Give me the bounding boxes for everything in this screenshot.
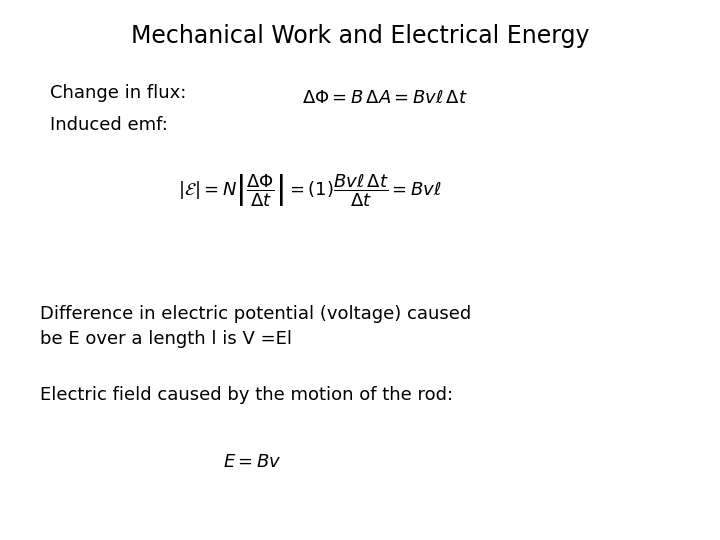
Text: $\Delta\Phi = B\,\Delta A = Bv\ell\,\Delta t$: $\Delta\Phi = B\,\Delta A = Bv\ell\,\Del… — [302, 89, 468, 106]
Text: Change in flux:: Change in flux: — [50, 84, 186, 102]
Text: Difference in electric potential (voltage) caused
be E over a length l is V =El: Difference in electric potential (voltag… — [40, 305, 471, 348]
Text: Electric field caused by the motion of the rod:: Electric field caused by the motion of t… — [40, 386, 453, 404]
Text: Mechanical Work and Electrical Energy: Mechanical Work and Electrical Energy — [131, 24, 589, 48]
Text: $|\mathcal{E}| = N\left|\dfrac{\Delta\Phi}{\Delta t}\right| = (1)\dfrac{Bv\ell\,: $|\mathcal{E}| = N\left|\dfrac{\Delta\Ph… — [178, 172, 441, 208]
Text: Induced emf:: Induced emf: — [50, 116, 168, 134]
Text: $E = Bv$: $E = Bv$ — [222, 453, 282, 471]
